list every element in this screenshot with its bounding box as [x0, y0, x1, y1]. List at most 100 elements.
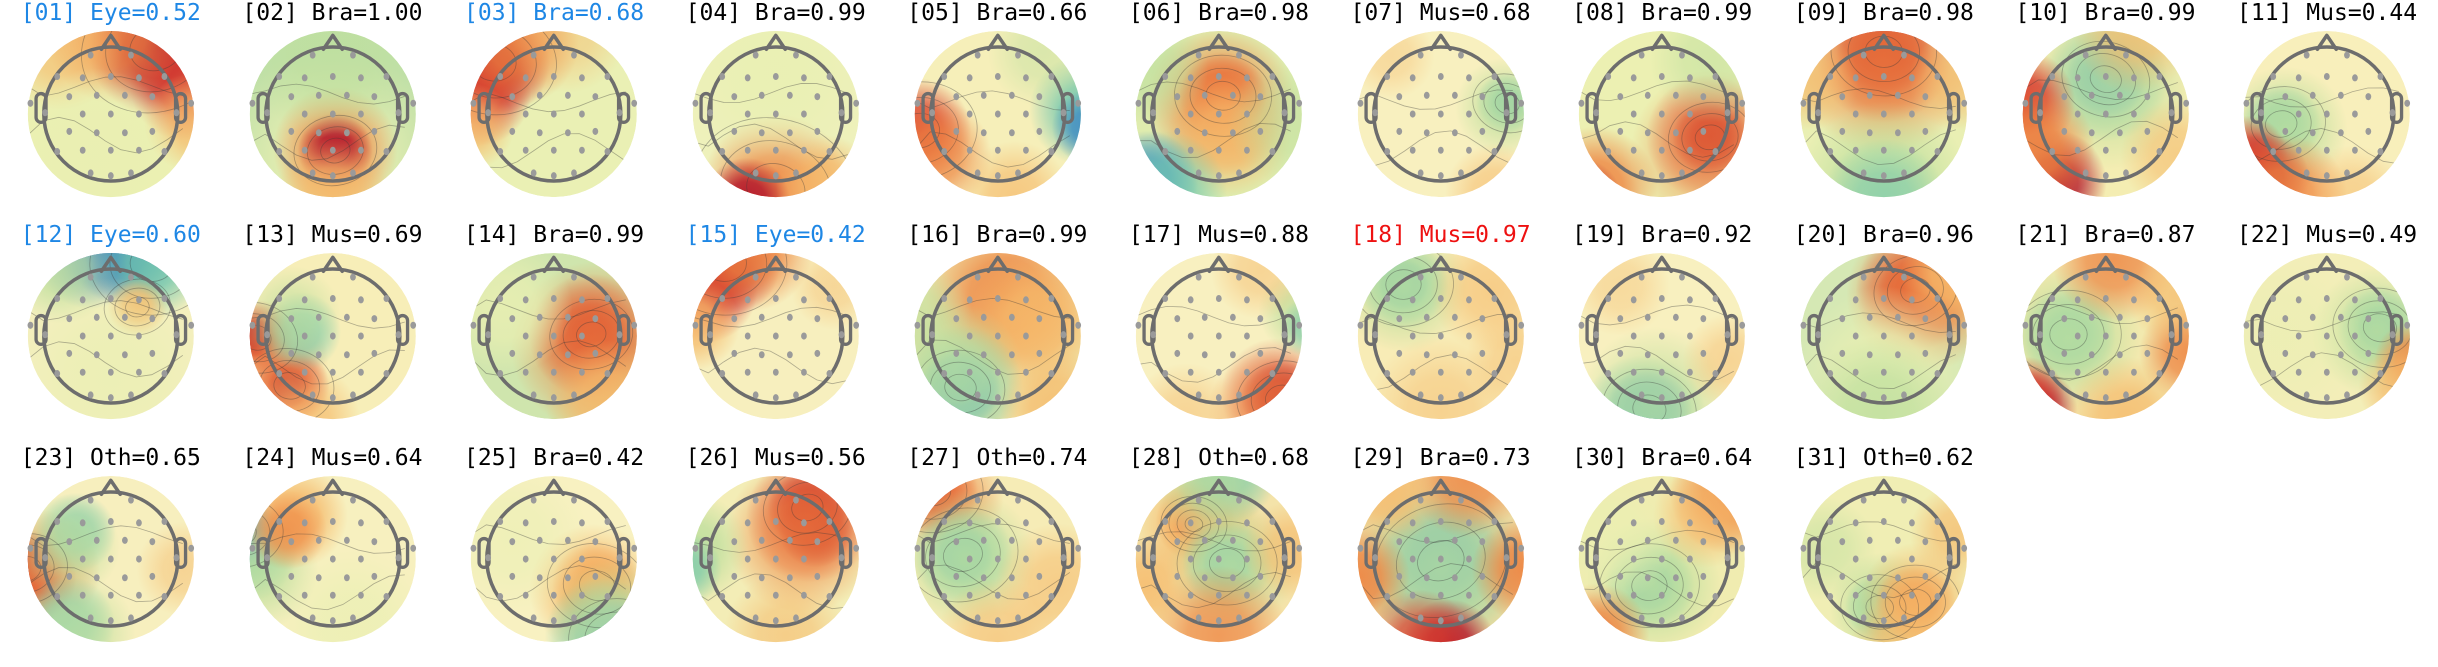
- electrode-dot: [966, 518, 973, 527]
- electrode-dot: [604, 148, 611, 156]
- electrode-dot: [107, 110, 114, 118]
- contour-ring: [1840, 573, 1920, 640]
- topomap-plot: [665, 248, 887, 444]
- electrode-dot: [814, 315, 821, 323]
- field: [914, 30, 1081, 198]
- electrode-dot: [940, 295, 947, 303]
- ear-left-outline: [920, 91, 935, 124]
- electrode-dot: [2116, 351, 2123, 359]
- nose-outline: [2094, 33, 2117, 52]
- electrode-dot: [1827, 592, 1834, 600]
- electrode-dot: [1659, 172, 1666, 180]
- electrode-dot: [1296, 322, 1303, 330]
- nose-outline: [99, 478, 122, 496]
- electrode-dot: [1423, 536, 1430, 544]
- electrode-dot: [1035, 350, 1042, 358]
- electrode-dot: [357, 332, 364, 340]
- electrode-dot: [1244, 74, 1250, 82]
- electrode-dot: [1687, 518, 1694, 527]
- contour-ring: [1886, 266, 1944, 315]
- electrode-dot: [121, 351, 128, 359]
- electrode-dot: [565, 573, 572, 581]
- electrode-dot: [974, 496, 981, 504]
- electrode-dot: [1880, 295, 1887, 303]
- topography-blob: [471, 253, 573, 376]
- topomap-svg: [470, 475, 638, 642]
- electrode-dot: [786, 129, 793, 137]
- electrode-dot: [1074, 544, 1081, 552]
- electrode-dot: [772, 295, 779, 303]
- electrode-dot: [523, 146, 529, 154]
- electrode-dot: [1901, 391, 1907, 399]
- electrode-dot: [1174, 93, 1181, 101]
- electrode-dot: [107, 146, 114, 154]
- electrode-dot: [1578, 544, 1585, 552]
- electrode-dot: [786, 314, 793, 322]
- electrode-dot: [2352, 369, 2359, 377]
- electrode-dot: [2082, 51, 2089, 59]
- electrode-dot: [1479, 127, 1485, 135]
- nose-outline: [1429, 478, 1452, 496]
- electrode-dot: [758, 351, 765, 359]
- electrode-dot: [1014, 273, 1021, 281]
- electrode-dot: [1372, 331, 1378, 339]
- electrode-dot: [1659, 369, 1666, 377]
- electrode-dot: [136, 369, 142, 377]
- contour-line: [27, 300, 183, 322]
- electrode-dot: [1617, 537, 1624, 545]
- electrode-dot: [2116, 91, 2123, 99]
- contour-line: [1357, 130, 1513, 167]
- electrode-dot: [1578, 322, 1585, 330]
- electrode-dot: [1423, 129, 1430, 137]
- field: [1135, 475, 1302, 642]
- field: [1579, 475, 1746, 642]
- electrode-dot: [994, 332, 1001, 340]
- contour-line: [692, 531, 848, 553]
- electrode-dot: [1281, 331, 1288, 339]
- electrode-dot: [2182, 322, 2189, 330]
- electrode-dot: [149, 572, 156, 580]
- electrode-dot: [2144, 93, 2150, 101]
- electrode-dot: [149, 537, 156, 545]
- electrode-dot: [1901, 51, 1907, 59]
- ear-left-outline: [920, 536, 935, 569]
- electrode-dot: [2074, 74, 2081, 82]
- component-title: [30] Bra=0.64: [1572, 444, 1753, 471]
- contour-line: [471, 564, 627, 602]
- electrode-dot: [1866, 91, 1873, 99]
- electrode-dot: [1815, 109, 1822, 117]
- electrode-dot: [1035, 93, 1042, 101]
- electrode-dot: [1384, 295, 1390, 303]
- ear-left-outline: [34, 314, 48, 347]
- electrode-dot: [1195, 391, 1202, 399]
- electrode-dot: [838, 553, 845, 561]
- electrode-dot: [1216, 369, 1222, 377]
- electrode-dot: [940, 148, 947, 156]
- electrode-dot: [692, 544, 699, 552]
- electrode-dot: [79, 74, 86, 82]
- electrode-dot: [121, 129, 128, 137]
- electrode-dot: [592, 350, 599, 358]
- electrode-dot: [786, 91, 793, 99]
- electrode-dot: [1216, 72, 1222, 81]
- electrode-dot: [1174, 350, 1181, 358]
- electrode-dot: [1244, 110, 1250, 118]
- electrode-dot: [744, 296, 751, 304]
- contour-ring: [249, 519, 257, 545]
- topography-blob: [1051, 89, 1081, 164]
- electrode-dot: [1244, 332, 1250, 340]
- electrode-dot: [1022, 146, 1029, 154]
- contour-ring: [1632, 394, 1667, 420]
- electrode-dot: [1396, 93, 1402, 101]
- electrode-dot: [1894, 314, 1901, 322]
- electrode-dot: [2344, 391, 2351, 399]
- electrode-dot: [928, 109, 935, 117]
- ica-component-cell: [12] Eye=0.60: [0, 222, 222, 444]
- electrode-dot: [136, 518, 142, 527]
- electrode-dot: [1162, 370, 1169, 378]
- electrode-dot: [531, 614, 537, 622]
- contour-line: [27, 525, 183, 546]
- electrode-dot: [27, 322, 34, 330]
- electrode-dot: [980, 573, 987, 581]
- electrode-dot: [79, 369, 86, 377]
